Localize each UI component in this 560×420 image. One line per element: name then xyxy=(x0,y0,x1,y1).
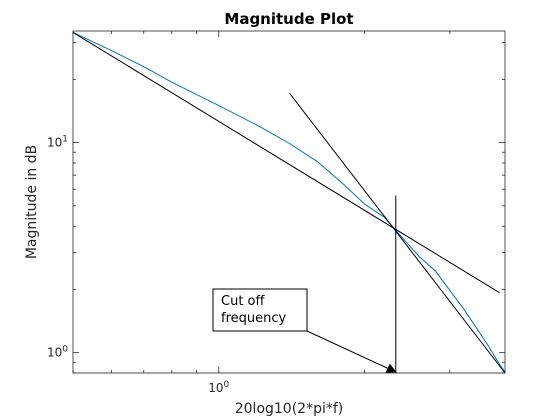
plot-frame xyxy=(72,30,506,374)
y-tick-label: 101 xyxy=(47,135,68,150)
annotation-layer: Cut off frequency xyxy=(212,195,397,373)
chart-title: Magnitude Plot xyxy=(224,10,353,28)
y-tick-label: 100 xyxy=(47,345,68,360)
annotation-text-line: frequency xyxy=(221,311,287,326)
x-tick-label: 100 xyxy=(208,380,229,395)
annotation-box xyxy=(212,288,308,332)
series-layer xyxy=(72,31,506,374)
series-line-0 xyxy=(72,31,506,373)
annotation-arrow xyxy=(306,330,397,373)
series-line-1 xyxy=(72,31,500,294)
series-line-2 xyxy=(289,92,506,374)
x-axis-label: 20log10(2*pi*f) xyxy=(235,401,344,417)
tick-layer: 100 101 100 xyxy=(47,31,505,395)
y-axis-label: Magnitude in dB xyxy=(24,145,40,259)
annotation-text-line: Cut off xyxy=(221,294,265,309)
